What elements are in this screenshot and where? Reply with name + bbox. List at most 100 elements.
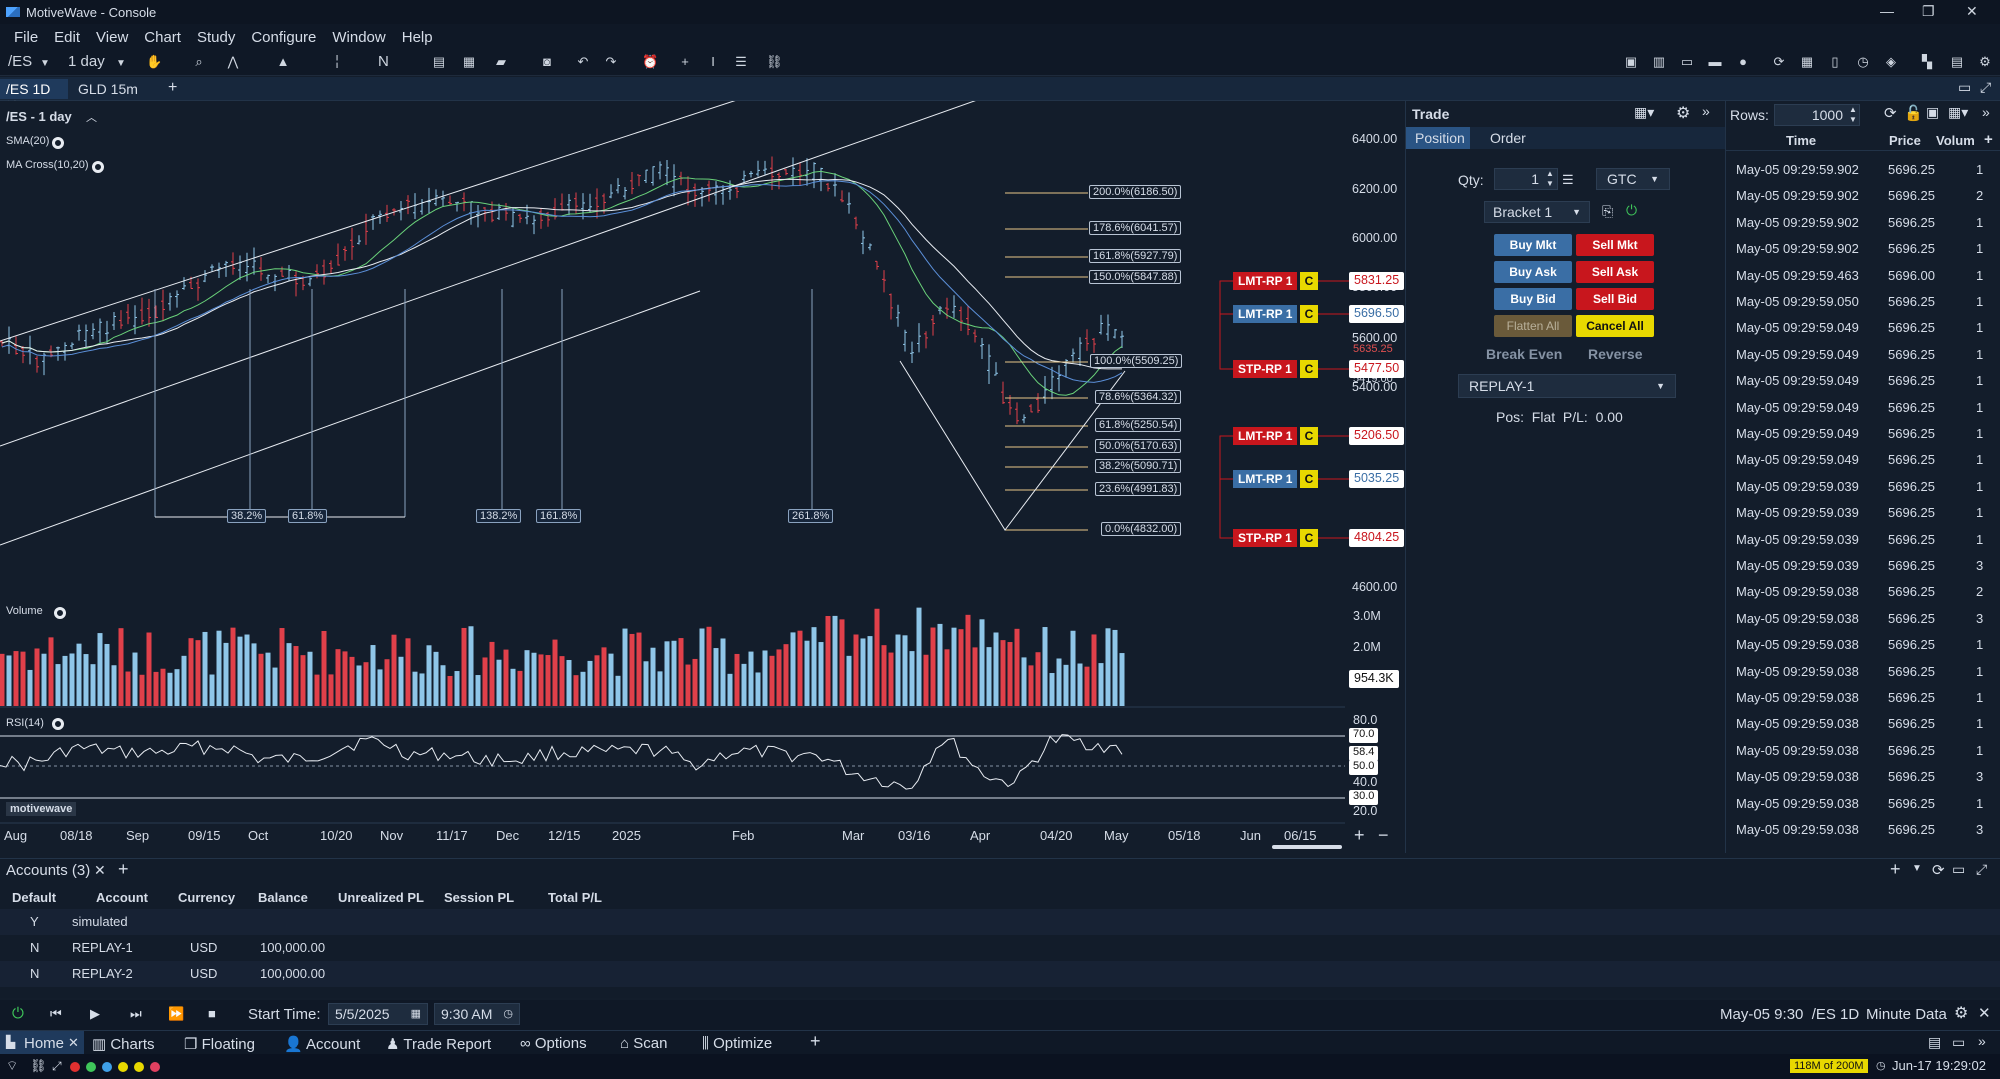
close-tab-icon[interactable]: ✕ xyxy=(68,1035,79,1050)
tas-header-volume[interactable]: Volum xyxy=(1936,133,1975,148)
fib-level-label[interactable]: 50.0%(5170.63) xyxy=(1095,439,1182,453)
paperclip-icon[interactable]: ⎘ xyxy=(1602,203,1614,219)
lock-icon[interactable]: 🔓 xyxy=(1904,105,1923,122)
time-fib-label[interactable]: 261.8% xyxy=(788,509,834,523)
memory-usage[interactable]: 118M of 200M xyxy=(1790,1059,1868,1073)
settings-gear-icon[interactable]: ⚙ xyxy=(1954,1005,1969,1022)
tif-select[interactable]: GTC ▼ xyxy=(1596,168,1670,190)
lock-icon[interactable]: ▣ xyxy=(1926,104,1940,120)
gear-icon[interactable] xyxy=(52,137,64,149)
volume-label[interactable]: Volume xyxy=(6,605,43,617)
tas-row[interactable]: May-05 09:29:59.902 5696.25 1 xyxy=(1726,210,2000,236)
vertical-line-icon[interactable]: ╎ xyxy=(333,54,341,69)
settings-gear-icon[interactable]: ⚙ xyxy=(1676,105,1691,122)
fib-level-label[interactable]: 150.0%(5847.88) xyxy=(1089,270,1182,284)
tas-row[interactable]: May-05 09:29:59.038 5696.25 2 xyxy=(1726,579,2000,605)
expand-icon[interactable]: ⤢ xyxy=(1976,861,1988,877)
menu-view[interactable]: View xyxy=(96,28,129,46)
gear-icon[interactable] xyxy=(92,161,104,173)
tas-row[interactable]: May-05 09:29:59.039 5696.25 1 xyxy=(1726,527,2000,553)
start-date-input[interactable]: 5/5/2025 ▦ xyxy=(328,1003,428,1025)
fib-level-label[interactable]: 78.6%(5364.32) xyxy=(1095,390,1182,404)
tas-row[interactable]: May-05 09:29:59.049 5696.25 1 xyxy=(1726,447,2000,473)
panel-icon[interactable]: ▬ xyxy=(1708,54,1722,69)
sell-ask-button[interactable]: Sell Ask xyxy=(1576,261,1654,283)
fib-level-label[interactable]: 100.0%(5509.25) xyxy=(1090,354,1183,368)
rewind-icon[interactable]: ⏮ xyxy=(50,1006,62,1021)
bar-chart-icon[interactable]: ▥ xyxy=(1652,54,1666,69)
menu-study[interactable]: Study xyxy=(196,28,236,46)
zoom-out-icon[interactable]: − xyxy=(1378,825,1389,845)
rsi-label[interactable]: RSI(14) xyxy=(6,717,44,729)
col-balance[interactable]: Balance xyxy=(258,890,308,905)
cursor-icon[interactable]: I xyxy=(711,54,715,69)
restore-icon[interactable]: ▭ xyxy=(1958,79,1972,95)
layout-icon[interactable]: ▦▾ xyxy=(1634,104,1655,120)
tas-row[interactable]: May-05 09:29:59.050 5696.25 1 xyxy=(1726,289,2000,315)
fast-forward-icon[interactable]: ⏩ xyxy=(168,1006,185,1021)
order-price-tag[interactable]: 5477.50 xyxy=(1349,360,1405,378)
add-icon[interactable]: + xyxy=(1890,859,1901,879)
refresh-icon[interactable]: ⟳ xyxy=(1884,105,1897,122)
tas-row[interactable]: May-05 09:29:59.039 5696.25 1 xyxy=(1726,500,2000,526)
power-icon[interactable]: ⏻ xyxy=(12,1005,24,1022)
layout-icon[interactable]: ▣ xyxy=(1624,54,1638,69)
menu-window[interactable]: Window xyxy=(332,28,386,46)
tab-order[interactable]: Order xyxy=(1490,130,1526,146)
time-fib-label[interactable]: 61.8% xyxy=(288,509,328,523)
list-icon[interactable]: ☰ xyxy=(1562,172,1574,187)
fib-level-label[interactable]: 178.6%(6041.57) xyxy=(1089,221,1182,235)
save-icon[interactable]: ▦ xyxy=(462,54,476,69)
qty-input[interactable]: 1 xyxy=(1494,168,1558,190)
rows-input[interactable]: 1000 xyxy=(1774,104,1860,126)
settings-gear-icon[interactable]: ⚙ xyxy=(1979,54,1991,69)
tas-row[interactable]: May-05 09:29:59.049 5696.25 1 xyxy=(1726,421,2000,447)
link-icon[interactable]: ⛓ xyxy=(30,1058,47,1073)
chevron-down-icon[interactable]: ▼ xyxy=(1912,863,1922,874)
fib-level-label[interactable]: 0.0%(4832.00) xyxy=(1101,522,1182,536)
order-price-tag[interactable]: 5831.25 xyxy=(1349,272,1405,290)
tab-options[interactable]: ∞ Options xyxy=(520,1035,587,1052)
tab-trade-report[interactable]: ♟ Trade Report xyxy=(386,1036,492,1053)
order-flag[interactable]: STP-RP 1 xyxy=(1233,529,1297,547)
power-icon[interactable]: ⏻ xyxy=(1626,202,1638,218)
tab-optimize[interactable]: ⫼ Optimize xyxy=(702,1035,773,1052)
table-row[interactable]: N REPLAY-2 USD 100,000.00 xyxy=(0,961,2000,987)
play-icon[interactable]: ▶ xyxy=(90,1006,100,1021)
tas-row[interactable]: May-05 09:29:59.049 5696.25 1 xyxy=(1726,368,2000,394)
order-price-tag[interactable]: 5035.25 xyxy=(1349,470,1405,488)
time-axis[interactable]: Aug 08/18 Sep 09/15 Oct 10/20 Nov 11/17 Dec 12/15… xyxy=(0,828,1345,848)
order-flag[interactable]: LMT-RP 1 xyxy=(1233,305,1298,323)
grid-icon[interactable]: ▦ xyxy=(1800,54,1814,69)
menu-configure[interactable]: Configure xyxy=(251,28,317,46)
tas-row[interactable]: May-05 09:29:59.038 5696.25 1 xyxy=(1726,791,2000,817)
tas-row[interactable]: May-05 09:29:59.038 5696.25 3 xyxy=(1726,764,2000,790)
tas-header-time[interactable]: Time xyxy=(1786,133,1817,148)
cancel-order-button[interactable]: C xyxy=(1300,427,1318,445)
tas-row[interactable]: May-05 09:29:59.038 5696.25 1 xyxy=(1726,685,2000,711)
tas-row[interactable]: May-05 09:29:59.038 5696.25 1 xyxy=(1726,632,2000,658)
cancel-all-button[interactable]: Cancel All xyxy=(1576,315,1654,337)
time-fib-label[interactable]: 161.8% xyxy=(536,509,582,523)
tas-row[interactable]: May-05 09:29:59.902 5696.25 1 xyxy=(1726,157,2000,183)
hand-icon[interactable]: ✋ xyxy=(146,54,163,69)
cancel-order-button[interactable]: C xyxy=(1300,272,1318,290)
close-icon[interactable]: ✕ xyxy=(1966,3,1978,19)
menu-edit[interactable]: Edit xyxy=(54,28,81,46)
tab-scan[interactable]: ⌂ Scan xyxy=(620,1035,668,1052)
tas-row[interactable]: May-05 09:29:59.902 5696.25 1 xyxy=(1726,236,2000,262)
refresh-icon[interactable]: ⟳ xyxy=(1932,862,1945,879)
tab-account[interactable]: 👤 Account xyxy=(284,1036,361,1053)
tas-row[interactable]: May-05 09:29:59.902 5696.25 2 xyxy=(1726,183,2000,209)
start-time-input[interactable]: 9:30 AM ◷ xyxy=(434,1003,520,1025)
cancel-order-button[interactable]: C xyxy=(1300,360,1318,378)
restore-icon[interactable]: ▭ xyxy=(1952,861,1966,877)
menu-file[interactable]: File xyxy=(14,28,39,46)
add-column-icon[interactable]: + xyxy=(1984,131,1993,148)
window-icon[interactable]: ▭ xyxy=(1680,54,1694,69)
new-page-icon[interactable]: ▤ xyxy=(432,54,446,69)
flatten-all-button[interactable]: Flatten All xyxy=(1494,315,1572,337)
clock-icon[interactable]: ◷ xyxy=(503,1008,513,1020)
tab-floating[interactable]: ❐ Floating xyxy=(184,1036,255,1053)
fib-level-label[interactable]: 23.6%(4991.83) xyxy=(1095,482,1182,496)
